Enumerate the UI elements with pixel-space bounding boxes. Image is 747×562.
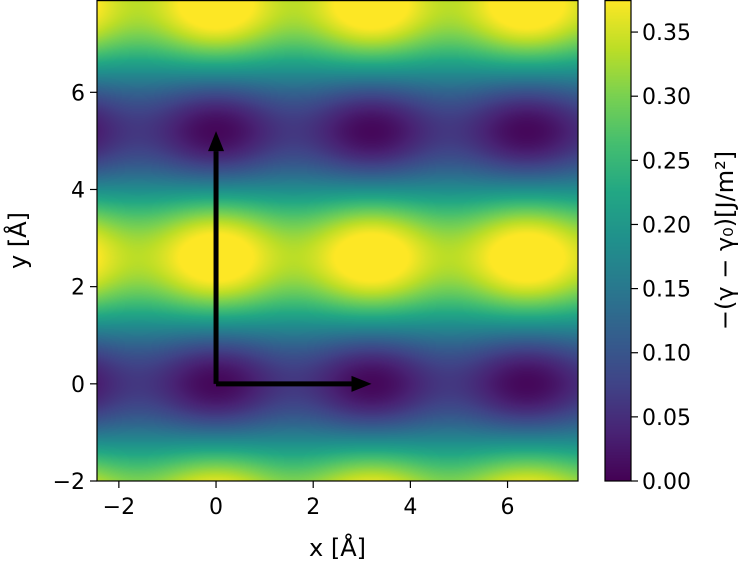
arrows [208,131,372,392]
colorbar-tick-label: 0.35 [642,21,691,46]
y-tick-label: −2 [53,470,85,495]
plot-frame [96,0,579,482]
colorbar-label: −(γ − γ₀)[J/m²] [711,151,739,330]
colorbar-tick-label: 0.20 [642,213,691,238]
colorbar-tick-label: 0.05 [642,406,691,431]
colorbar-frame [604,0,632,482]
y-axis: −2 0 2 4 6 [53,81,97,495]
x-tick-label: 6 [501,495,515,520]
x-axis: −2 0 2 4 6 [103,481,515,520]
y-axis-label: y [Å] [3,212,32,269]
lattice-vector-b-arrow [208,131,225,384]
x-axis-label: x [Å] [309,533,366,562]
x-tick-label: 0 [209,495,223,520]
heatmap-image [97,0,578,481]
x-tick-label: 2 [306,495,320,520]
y-tick-label: 6 [71,81,85,106]
x-tick-label: 4 [403,495,417,520]
colorbar-tick-label: 0.25 [642,149,691,174]
colorbar: 0.00 0.05 0.10 0.15 0.20 0.25 0.30 0.35 −(γ − γ… [604,0,739,495]
lattice-vector-b-head [208,131,225,152]
colorbar-gradient [605,0,631,481]
colorbar-tick-label: 0.30 [642,85,691,110]
x-tick-label: −2 [103,495,135,520]
lattice-vector-a-head [351,375,372,392]
colorbar-ticks: 0.00 0.05 0.10 0.15 0.20 0.25 0.30 0.35 [631,21,691,495]
y-tick-label: 2 [71,276,85,301]
y-tick-label: 0 [71,373,85,398]
colorbar-tick-label: 0.10 [642,342,691,367]
lattice-vector-a-arrow [216,375,372,392]
plot-area [96,0,579,482]
colorbar-tick-label: 0.00 [642,470,691,495]
colorbar-tick-label: 0.15 [642,278,691,303]
y-tick-label: 4 [71,178,85,203]
